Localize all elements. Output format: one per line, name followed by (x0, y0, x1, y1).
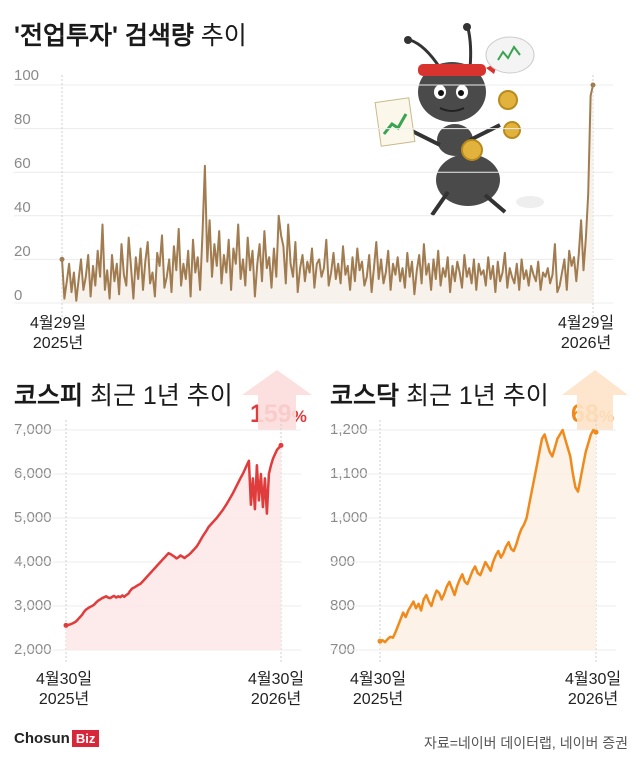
search-x-end-date: 4월29일 (558, 315, 615, 332)
kospi-x-end-date: 4월30일 (248, 671, 305, 688)
search-x-start-date: 4월29일 (30, 315, 87, 332)
source-note: 자료=네이버 데이터랩, 네이버 증권 (423, 735, 628, 751)
kosdaq-start-point (377, 638, 383, 644)
kospi-x-start-year: 2025년 (38, 691, 90, 708)
search-x-end-year: 2026년 (560, 335, 612, 352)
kosdaq-x-start-label: 4월30일 2025년 (350, 670, 406, 710)
search-ytick-40: 40 (14, 199, 31, 216)
kosdaq-series-line (379, 428, 597, 644)
kospi-end-point (278, 442, 284, 448)
kosdaq-end-point (593, 429, 599, 435)
logo-badge: Biz (71, 730, 100, 747)
kosdaq-x-start-date: 4월30일 (350, 671, 407, 688)
kospi-chart-title-bold: 코스피 (14, 382, 84, 410)
kospi-series-line (65, 444, 282, 627)
search-ytick-0: 0 (14, 287, 23, 304)
kosdaq-x-end-label: 4월30일 2026년 (565, 670, 621, 710)
kospi-x-end-label: 4월30일 2026년 (248, 670, 304, 710)
kosdaq-area (380, 430, 596, 650)
kospi-chart-title-light: 최근 1년 추이 (89, 382, 233, 410)
search-end-point (590, 82, 596, 88)
kosdaq-chart-title-bold: 코스닥 (330, 382, 400, 410)
search-series-line (61, 84, 594, 302)
kospi-x-start-date: 4월30일 (36, 671, 93, 688)
kosdaq-chart-title: 코스닥 최근 1년 추이 (330, 376, 549, 412)
logo-text: Chosun (14, 730, 70, 747)
search-chart-title-bold: '전업투자' 검색량 (14, 22, 194, 50)
search-chart-title: '전업투자' 검색량 추이 (14, 16, 247, 52)
search-x-end-label: 4월29일 2026년 (558, 314, 614, 354)
kosdaq-up-arrow-icon (562, 370, 628, 430)
search-ytick-80: 80 (14, 111, 31, 128)
kospi-x-start-label: 4월30일 2025년 (36, 670, 92, 710)
search-start-point (59, 256, 65, 262)
kosdaq-x-end-date: 4월30일 (565, 671, 622, 688)
kosdaq-x-start-year: 2025년 (352, 691, 404, 708)
search-ytick-20: 20 (14, 243, 31, 260)
kosdaq-x-end-year: 2026년 (567, 691, 619, 708)
kospi-x-end-year: 2026년 (250, 691, 302, 708)
search-ytick-100: 100 (14, 67, 40, 84)
kospi-up-arrow-icon (242, 370, 312, 430)
search-ytick-60: 60 (14, 155, 31, 172)
kospi-start-point (63, 622, 69, 628)
kospi-area (66, 445, 281, 650)
search-x-start-year: 2025년 (32, 335, 84, 352)
kosdaq-chart-title-light: 최근 1년 추이 (405, 382, 549, 410)
chosunbiz-logo: Chosun Biz (14, 730, 100, 747)
kospi-chart-title: 코스피 최근 1년 추이 (14, 376, 233, 412)
ant-investor-illustration (374, 23, 544, 217)
search-chart-title-light: 추이 (200, 22, 247, 50)
search-x-start-label: 4월29일 2025년 (30, 314, 86, 354)
